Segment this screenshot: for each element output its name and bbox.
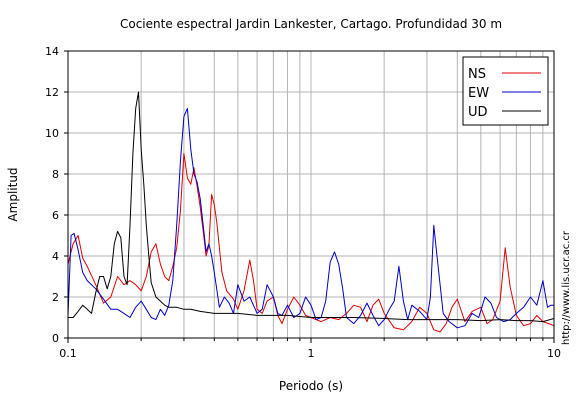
y-tick-label: 12 — [45, 86, 59, 99]
series-lines — [67, 91, 555, 333]
axis-ticks: 0 2 4 6 8 10 12 14 0.1 1 10 — [45, 45, 561, 360]
series-line-ns — [67, 153, 555, 333]
legend-box — [462, 56, 549, 126]
y-tick-label: 6 — [52, 209, 59, 222]
legend: NS EW UD — [462, 56, 549, 126]
legend-label-ew: EW — [468, 86, 489, 101]
y-tick-label: 2 — [52, 291, 59, 304]
legend-label-ns: NS — [468, 67, 486, 82]
x-tick-label: 0.1 — [59, 347, 77, 360]
y-tick-label: 14 — [45, 45, 59, 58]
chart-title: Cociente espectral Jardin Lankester, Car… — [120, 17, 502, 31]
y-tick-label: 10 — [45, 127, 59, 140]
source-url: http://www.lis.ucr.ac.cr — [561, 230, 572, 345]
legend-label-ud: UD — [468, 105, 488, 120]
x-axis-label: Periodo (s) — [279, 379, 343, 393]
series-line-ud — [68, 91, 555, 323]
grid-lines — [67, 50, 554, 339]
y-tick-label: 0 — [52, 332, 59, 345]
y-axis-label: Amplitud — [6, 167, 20, 221]
y-tick-label: 4 — [52, 250, 59, 263]
x-tick-label: 10 — [547, 347, 561, 360]
x-tick-label: 1 — [308, 347, 315, 360]
series-line-ew — [67, 107, 554, 329]
y-tick-label: 8 — [52, 168, 59, 181]
